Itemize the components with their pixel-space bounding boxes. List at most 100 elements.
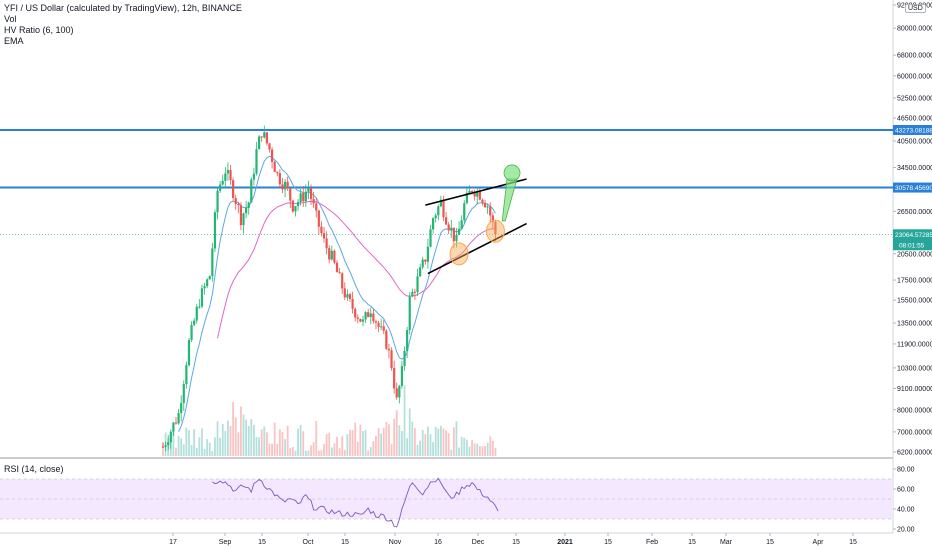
volume-bar	[232, 402, 235, 456]
volume-bar	[180, 438, 183, 456]
volume-bar	[455, 421, 458, 456]
candle-body	[221, 180, 224, 185]
candle-body	[289, 188, 292, 201]
volume-bar	[406, 438, 409, 456]
candle-body	[309, 188, 313, 200]
candle-body	[393, 368, 396, 389]
rsi-indicator-label[interactable]: RSI (14, close)	[4, 464, 64, 474]
volume-indicator-label[interactable]: Vol	[4, 14, 17, 24]
symbol-title[interactable]: YFI / US Dollar (calculated by TradingVi…	[4, 3, 242, 13]
ema-indicator-label[interactable]: EMA	[4, 36, 24, 46]
volume-bar	[494, 447, 497, 456]
volume-bar	[432, 442, 435, 456]
candle-body	[237, 203, 240, 206]
volume-bar	[460, 436, 463, 456]
volume-bar	[341, 436, 344, 456]
volume-bar	[234, 417, 237, 456]
volume-bar	[359, 424, 362, 456]
volume-bar	[278, 429, 281, 456]
volume-bar	[367, 450, 370, 456]
volume-bar	[452, 427, 455, 456]
candle-body	[270, 149, 274, 162]
candle-body	[167, 442, 170, 446]
candle-body	[174, 422, 178, 424]
candle-body	[395, 388, 398, 398]
hv-ratio-indicator-label[interactable]: HV Ratio (6, 100)	[4, 25, 74, 35]
level-price-tag	[893, 182, 932, 193]
candle-body	[359, 318, 362, 322]
time-tick-label: 15	[512, 539, 520, 546]
volume-bar	[489, 436, 492, 456]
time-tick-label: 2021	[557, 539, 573, 546]
candle-body	[364, 312, 367, 320]
volume-bar	[414, 428, 416, 456]
candle-body	[320, 226, 323, 234]
volume-bar	[349, 429, 351, 456]
volume-bar	[242, 414, 245, 456]
price-tick-label: 20500.00000	[897, 251, 932, 258]
time-tick-label: 15	[849, 539, 857, 546]
volume-bar	[286, 425, 289, 456]
volume-bar	[263, 426, 266, 456]
volume-bar	[304, 450, 307, 456]
highlight-circle	[485, 219, 505, 243]
volume-bar	[382, 427, 385, 456]
candle-body	[216, 190, 219, 213]
candle-body	[398, 385, 401, 398]
volume-bar	[281, 431, 284, 456]
volume-bar	[447, 433, 450, 456]
candle-body	[296, 202, 300, 207]
volume-bar	[465, 439, 468, 456]
volume-bar	[450, 449, 453, 456]
price-tick-label: 68000.00000	[897, 53, 932, 60]
volume-bar	[297, 428, 299, 456]
volume-bar	[240, 406, 242, 456]
volume-bar	[227, 420, 229, 456]
price-tick-label: 13500.00000	[897, 321, 932, 328]
candle-body	[348, 294, 352, 299]
volume-bar	[265, 432, 268, 456]
rsi-tick-label: 20.00	[897, 527, 915, 534]
candle-body	[198, 306, 201, 308]
volume-bar	[245, 419, 248, 456]
volume-bar	[463, 437, 466, 456]
candle-body	[390, 350, 393, 369]
candle-body	[403, 351, 406, 367]
volume-bar	[208, 442, 211, 456]
level-price-tag	[893, 124, 932, 135]
candle-body	[302, 193, 305, 202]
volume-bar	[362, 431, 364, 456]
currency-badge[interactable]: USD	[905, 4, 926, 13]
candle-body	[283, 181, 287, 190]
candle-body	[470, 191, 474, 193]
volume-bar	[491, 440, 494, 456]
candle-body	[330, 250, 333, 260]
volume-bar	[434, 426, 437, 456]
candle-body	[356, 317, 359, 319]
volume-bar	[427, 426, 429, 456]
volume-bar	[193, 429, 196, 456]
volume-bar	[385, 421, 388, 456]
candle-body	[263, 132, 266, 138]
candle-body	[457, 228, 461, 235]
volume-bar	[401, 431, 403, 456]
candle-body	[265, 132, 268, 144]
volume-bar	[252, 424, 255, 456]
price-tick-label: 6200.00000	[897, 450, 932, 457]
candle-body	[369, 313, 372, 318]
volume-bar	[299, 424, 302, 456]
volume-bar	[247, 425, 250, 456]
candle-body	[335, 262, 339, 273]
volume-bar	[380, 433, 383, 456]
volume-bar	[330, 447, 333, 456]
time-tick-label: Feb	[646, 539, 658, 546]
candle-body	[478, 191, 481, 200]
volume-bar	[190, 444, 193, 456]
chart-legend: YFI / US Dollar (calculated by TradingVi…	[4, 3, 242, 47]
volume-bar	[221, 423, 224, 456]
time-tick-label: Oct	[303, 539, 314, 546]
volume-bar	[211, 450, 214, 456]
price-tick-label: 40500.00000	[897, 138, 932, 145]
volume-bar	[445, 430, 447, 456]
